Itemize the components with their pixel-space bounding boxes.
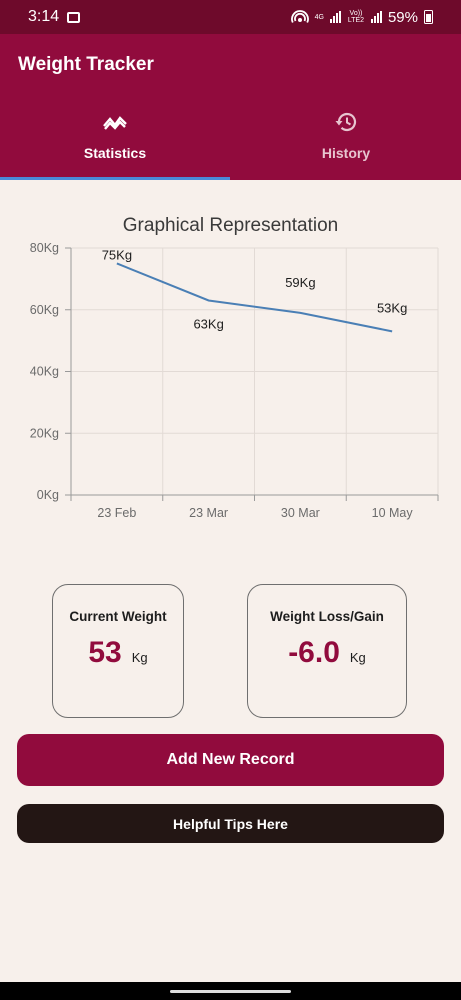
status-time: 3:14 — [28, 8, 60, 25]
y-tick-label: 60Kg — [30, 303, 59, 317]
history-icon — [333, 108, 359, 136]
battery-icon — [424, 10, 433, 24]
y-tick-label: 80Kg — [30, 241, 59, 255]
battery-percent: 59% — [387, 8, 418, 26]
current-weight-card: Current Weight 53 Kg — [52, 584, 184, 718]
weight-change-label: Weight Loss/Gain — [270, 609, 384, 624]
tab-history[interactable]: History — [231, 108, 461, 180]
app-bar: Weight Tracker Statistics History — [0, 34, 461, 180]
signal-icon-2 — [370, 11, 382, 23]
status-right: 4G Vo)) LTE2 59% — [290, 8, 433, 26]
signal-icon — [329, 11, 341, 23]
home-gesture-handle[interactable] — [170, 990, 291, 993]
hotspot-icon — [290, 10, 309, 23]
y-tick-label: 0Kg — [37, 488, 59, 502]
volte-label: Vo)) LTE2 — [347, 10, 365, 24]
y-tick-label: 40Kg — [30, 365, 59, 379]
data-label: 63Kg — [193, 316, 223, 331]
tab-statistics-label: Statistics — [83, 145, 147, 161]
current-weight-value: 53 — [88, 636, 122, 669]
tab-history-label: History — [321, 145, 371, 161]
current-weight-unit: Kg — [131, 650, 148, 665]
chart-zigzag-icon — [102, 108, 128, 136]
gallery-icon — [67, 11, 81, 23]
x-tick-label: 30 Mar — [281, 506, 320, 520]
weight-change-unit: Kg — [349, 650, 366, 665]
x-tick-label: 23 Mar — [189, 506, 228, 520]
y-tick-label: 20Kg — [30, 426, 59, 440]
x-tick-label: 23 Feb — [97, 506, 136, 520]
app-title: Weight Tracker — [18, 54, 154, 75]
network-type: 4G — [314, 13, 324, 21]
series-line — [116, 262, 393, 333]
data-label: 75Kg — [102, 247, 132, 262]
data-label: 53Kg — [377, 300, 407, 315]
weight-line-chart: 0Kg 20Kg 40Kg 60Kg 80Kg 23 Feb 23 Mar 30 Mar 10 … — [30, 241, 439, 520]
system-nav-bar — [0, 982, 461, 1000]
add-new-record-button[interactable]: Add New Record — [17, 734, 444, 786]
chart-title: Graphical Representation — [122, 215, 339, 236]
weight-change-row: -6.0 Kg — [288, 636, 366, 670]
status-left: 3:14 — [28, 8, 81, 26]
tab-statistics[interactable]: Statistics — [0, 108, 230, 180]
data-label: 59Kg — [285, 275, 315, 290]
tab-indicator — [0, 177, 230, 180]
helpful-tips-button[interactable]: Helpful Tips Here — [17, 804, 444, 843]
current-weight-label: Current Weight — [69, 609, 167, 624]
current-weight-row: 53 Kg — [88, 636, 147, 670]
weight-change-value: -6.0 — [288, 636, 340, 669]
weight-change-card: Weight Loss/Gain -6.0 Kg — [247, 584, 407, 718]
status-bar: 3:14 4G Vo)) LTE2 59% — [0, 0, 461, 34]
x-tick-label: 10 May — [372, 506, 414, 520]
